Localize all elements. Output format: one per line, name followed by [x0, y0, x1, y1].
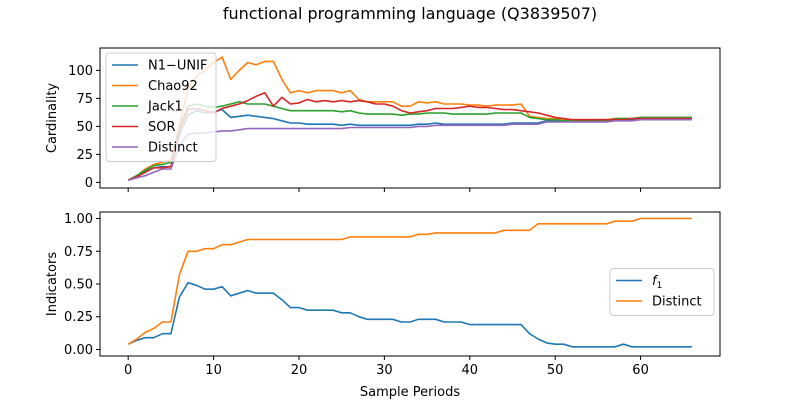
indicators-panel: 0 10 20 30 40 50 60 0.00 0.25 0.50 0.75 1.00 Indicat…: [45, 211, 721, 400]
y-axis-label: Indicators: [45, 252, 60, 316]
legend-label: SOR: [148, 120, 176, 135]
series-line-sor: [127, 92, 692, 181]
series-line-distinct: [127, 217, 692, 345]
figure-title: functional programming language (Q383950…: [223, 4, 597, 23]
y-tick-label: 0: [85, 176, 93, 191]
x-tick-label: 50: [547, 363, 564, 378]
series-line-distinct: [127, 118, 692, 181]
legend-label: Distinct: [652, 295, 702, 310]
x-axis-label: Sample Periods: [360, 385, 460, 400]
legend-label: Jack1: [147, 100, 183, 115]
y-tick-label: 0.25: [64, 310, 93, 325]
y-tick-label: 50: [76, 120, 93, 135]
legend-label: Distinct: [148, 141, 198, 156]
legend-box: [105, 52, 217, 162]
legend-label: Chao92: [148, 79, 198, 94]
cardinality-panel: 0 25 50 75 100 Cardinality N1−UNIF Chao92 Jack1 S…: [45, 47, 721, 192]
y-tick-label: 0.75: [64, 245, 93, 260]
y-tick-label: 75: [76, 92, 93, 107]
x-tick-label: 40: [462, 363, 479, 378]
x-tick-label: 10: [205, 363, 222, 378]
series-line-f1: [127, 281, 692, 348]
y-axis-label: Cardinality: [45, 83, 60, 154]
x-tick-label: 20: [291, 363, 308, 378]
legend-label: f1: [652, 274, 662, 291]
legend: f1 Distinct: [609, 268, 715, 316]
y-tick-label: 100: [68, 64, 93, 79]
y-tick-label: 0.00: [64, 343, 93, 358]
axes-frame: [99, 47, 721, 189]
y-tick-label: 0.50: [64, 278, 93, 293]
legend: N1−UNIF Chao92 Jack1 SOR Distinct: [105, 52, 217, 162]
x-tick-label: 0: [124, 363, 132, 378]
legend-label: N1−UNIF: [148, 59, 207, 74]
x-tick-label: 60: [632, 363, 649, 378]
y-tick-label: 25: [76, 148, 93, 163]
x-tick-label: 30: [376, 363, 393, 378]
y-tick-label: 1.00: [64, 212, 93, 227]
series-line-jack1: [127, 101, 692, 181]
